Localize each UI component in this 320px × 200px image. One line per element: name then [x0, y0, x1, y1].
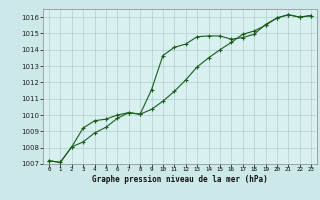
X-axis label: Graphe pression niveau de la mer (hPa): Graphe pression niveau de la mer (hPa) — [92, 175, 268, 184]
